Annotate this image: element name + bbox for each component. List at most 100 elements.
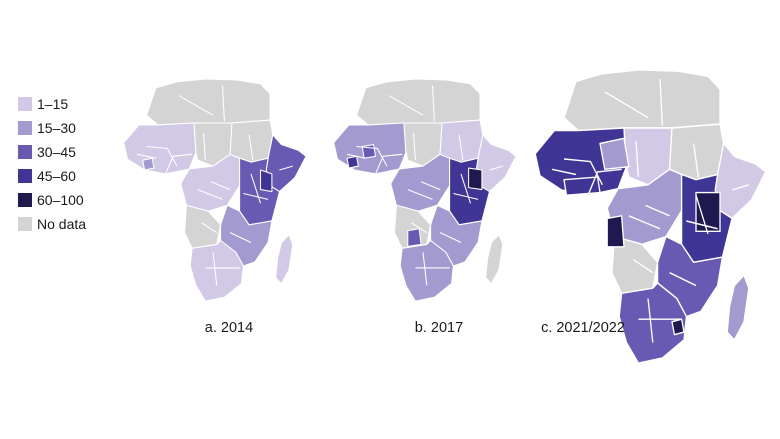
africa-map-2021-2022	[534, 69, 767, 364]
country-shape	[259, 169, 273, 193]
country-shape	[599, 137, 630, 171]
country-shape	[361, 144, 377, 159]
country-border	[420, 181, 441, 191]
country-border	[587, 168, 622, 196]
legend-label: 45–60	[37, 168, 76, 184]
legend-item: 30–45	[18, 140, 86, 164]
legend-label: 30–45	[37, 144, 76, 160]
country-border	[279, 165, 293, 171]
region-north	[563, 69, 721, 132]
country-border	[439, 232, 462, 243]
region-south	[399, 239, 454, 302]
country-border	[458, 134, 464, 161]
country-border	[633, 259, 654, 274]
region-sudan	[229, 119, 274, 163]
region-madagascar	[726, 274, 750, 341]
country-border	[659, 78, 664, 126]
country-border	[453, 192, 479, 200]
region-mozambique	[656, 235, 724, 318]
country-shape	[346, 155, 359, 169]
region-horn	[714, 142, 767, 220]
legend-swatch	[18, 193, 32, 207]
country-shape	[142, 157, 155, 171]
map-caption-2017: b. 2017	[414, 320, 464, 336]
country-border	[686, 220, 718, 230]
region-east	[239, 157, 281, 226]
country-shape	[606, 215, 625, 248]
country-border	[346, 153, 367, 159]
region-east	[449, 157, 491, 226]
country-border	[375, 153, 403, 175]
country-border	[197, 189, 223, 200]
country-border	[243, 192, 269, 200]
region-mozambique	[220, 204, 273, 267]
country-shape	[468, 167, 483, 191]
country-border	[431, 85, 435, 122]
country-border	[221, 85, 225, 122]
region-west	[123, 122, 197, 175]
legend-swatch	[18, 97, 32, 111]
legend: 1–15 15–30 30–45 45–60 60–100 No data	[18, 92, 86, 236]
country-border	[146, 145, 178, 167]
map-caption-2014: a. 2014	[204, 320, 254, 336]
country-border	[489, 165, 503, 171]
country-border	[178, 95, 214, 116]
region-madagascar	[275, 234, 294, 285]
africa-map-2017	[333, 78, 517, 302]
country-border	[201, 222, 218, 234]
country-shape	[695, 191, 721, 233]
country-border	[165, 153, 193, 175]
region-north	[145, 78, 271, 126]
africa-map-2014	[123, 78, 307, 302]
country-border	[635, 140, 640, 178]
region-north	[355, 78, 481, 126]
country-border	[460, 173, 471, 204]
region-central	[390, 153, 451, 212]
region-madagascar	[485, 234, 504, 285]
country-border	[645, 204, 670, 217]
country-border	[407, 189, 433, 200]
region-angola	[183, 204, 222, 249]
legend-item: No data	[18, 212, 86, 236]
map-caption-2021-2022: c. 2021/2022	[541, 320, 625, 336]
country-border	[412, 132, 416, 161]
legend-swatch	[18, 145, 32, 159]
legend-item: 15–30	[18, 116, 86, 140]
country-border	[136, 153, 157, 159]
region-sudan	[439, 119, 484, 163]
country-border	[695, 194, 709, 235]
country-border	[250, 173, 261, 204]
country-border	[229, 232, 252, 243]
region-south	[189, 239, 244, 302]
country-border	[551, 168, 577, 176]
country-border	[647, 298, 654, 343]
legend-swatch	[18, 121, 32, 135]
country-shape	[671, 318, 685, 336]
country-border	[692, 143, 700, 178]
country-border	[731, 184, 749, 191]
country-border	[628, 215, 661, 230]
country-border	[356, 145, 388, 167]
legend-swatch	[18, 217, 32, 231]
country-shape	[563, 176, 601, 196]
country-border	[411, 222, 428, 234]
legend-label: 15–30	[37, 120, 76, 136]
region-mozambique	[430, 204, 483, 267]
legend-item: 1–15	[18, 92, 86, 116]
region-sudan	[668, 123, 725, 181]
country-border	[248, 134, 254, 161]
country-border	[202, 132, 206, 161]
legend-item: 45–60	[18, 164, 86, 188]
country-border	[212, 252, 218, 286]
country-border	[210, 181, 231, 191]
country-border	[422, 252, 428, 286]
region-central	[180, 153, 241, 212]
country-border	[604, 91, 649, 119]
country-border	[669, 272, 697, 287]
region-south	[618, 282, 688, 364]
country-border	[388, 95, 424, 116]
legend-item: 60–100	[18, 188, 86, 212]
legend-label: 60–100	[37, 192, 84, 208]
legend-swatch	[18, 169, 32, 183]
country-shape	[407, 228, 422, 247]
